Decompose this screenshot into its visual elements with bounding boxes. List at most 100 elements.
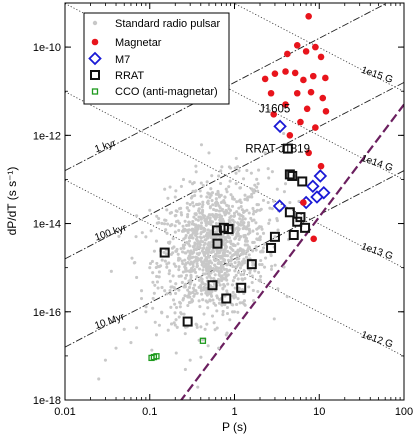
pulsar-point [177, 265, 181, 269]
pulsar-point [190, 298, 194, 302]
pulsar-point [224, 333, 228, 337]
magnetar-point [300, 76, 307, 84]
pulsar-point [283, 182, 288, 186]
pulsar-point [243, 276, 247, 281]
pulsar-point [139, 296, 144, 301]
pulsar-point [242, 272, 246, 276]
pulsar-point [190, 222, 194, 226]
pulsar-point [168, 211, 172, 215]
pulsar-point [187, 220, 191, 224]
pulsar-point [178, 207, 182, 211]
pulsar-point [237, 256, 241, 261]
pulsar-point [205, 231, 209, 235]
pulsar-point [179, 184, 183, 188]
pulsar-point [181, 245, 186, 249]
pulsar-point [255, 185, 259, 189]
magnetar-point [284, 50, 291, 58]
pulsar-point [254, 221, 258, 225]
pulsar-point [197, 246, 201, 250]
legend-pulsar-label: Standard radio pulsar [115, 18, 221, 30]
pulsar-point [169, 322, 174, 326]
pulsar-point [148, 261, 153, 266]
pulsar-point [185, 206, 189, 210]
pulsar-point [135, 326, 139, 330]
death-line [179, 103, 404, 400]
pulsar-point [256, 237, 260, 242]
pulsar-point [228, 208, 233, 212]
pulsar-point [173, 323, 177, 327]
pulsar-point [198, 211, 202, 215]
magnetar-point [312, 124, 319, 131]
pulsar-point [196, 385, 200, 389]
pulsar-point [150, 348, 154, 352]
pulsar-point [204, 238, 208, 242]
pulsar-point [246, 223, 250, 227]
pulsar-point [155, 274, 159, 279]
pulsar-point [165, 292, 169, 296]
pulsar-point [149, 229, 153, 233]
pulsar-point [188, 252, 192, 256]
pulsar-point [269, 254, 273, 258]
pulsar-point [232, 214, 237, 218]
pulsar-point [184, 269, 188, 273]
pulsar-point [152, 291, 156, 295]
pulsar-point [157, 216, 161, 221]
pulsar-point [188, 244, 192, 248]
pulsar-point [183, 282, 188, 286]
pulsar-point [236, 252, 240, 256]
pulsar-point [252, 240, 256, 244]
pulsar-point [229, 262, 233, 266]
pulsar-point [258, 235, 262, 239]
pulsar-point [117, 234, 121, 238]
pulsar-point [241, 177, 246, 181]
pulsar-point [183, 276, 187, 280]
y-tick-label: 1e-18 [33, 395, 61, 407]
magnetar-point [300, 199, 307, 206]
pulsar-point [273, 235, 277, 239]
pulsar-point [246, 249, 250, 253]
pulsar-point [199, 181, 203, 185]
pulsar-point [243, 193, 247, 197]
pulsar-point [242, 299, 247, 303]
pulsar-point [163, 289, 167, 293]
pulsar-point [109, 269, 113, 273]
pulsar-point [208, 195, 212, 200]
pulsar-point [178, 300, 182, 304]
pulsar-point [204, 272, 208, 276]
pulsar-point [230, 204, 235, 208]
pulsar-point [220, 270, 224, 274]
pulsar-point [206, 272, 211, 276]
pulsar-point [166, 196, 170, 200]
pulsar-point [198, 251, 202, 255]
pulsar-point [244, 252, 248, 256]
pulsar-point [183, 227, 187, 231]
pulsar-point [169, 305, 173, 309]
pulsar-point [226, 262, 231, 266]
pulsar-point [155, 214, 159, 218]
pulsar-point [242, 235, 246, 239]
y-axis-label: dP/dT (s s⁻¹) [5, 167, 19, 236]
pulsar-point [209, 276, 213, 280]
pulsar-point [241, 226, 245, 231]
pulsar-point [224, 267, 228, 271]
pulsar-point [214, 252, 218, 256]
pulsar-point [246, 232, 250, 236]
pulsar-point [222, 267, 226, 271]
age-line [65, 170, 404, 348]
pulsar-point [181, 224, 185, 228]
pulsar-point [202, 285, 206, 289]
m7-point [306, 179, 320, 194]
pulsar-point [228, 226, 232, 230]
rrat-point [223, 224, 234, 235]
pulsar-point [174, 189, 178, 193]
rrat-point [284, 207, 295, 218]
magnetar-point [305, 12, 312, 20]
pulsar-point [205, 322, 209, 326]
pulsar-point [186, 294, 190, 298]
pulsar-point [205, 180, 209, 184]
pulsar-point [219, 169, 223, 173]
pulsar-point [190, 251, 194, 255]
pulsar-point [223, 210, 227, 214]
pulsar-point [233, 269, 237, 273]
